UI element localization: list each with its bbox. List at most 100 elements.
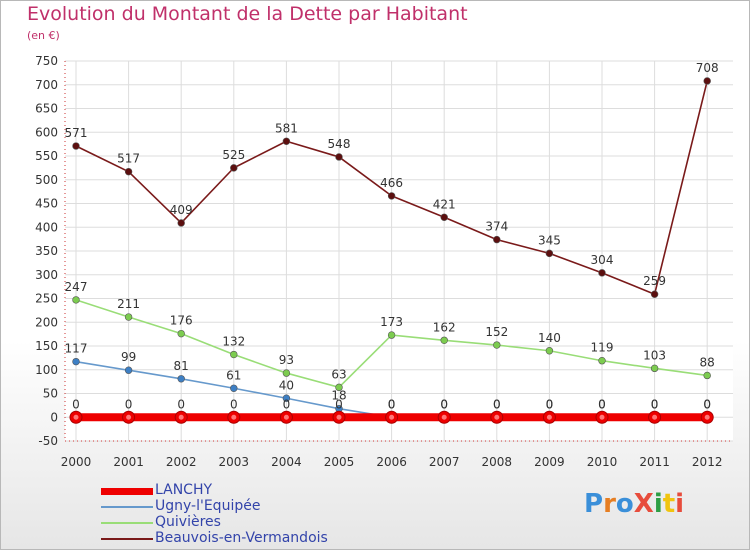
data-label: 571 [65, 126, 88, 140]
y-tick-label: 50 [43, 387, 58, 401]
data-point-highlight [599, 414, 605, 420]
data-point [72, 296, 80, 304]
proxiti-logo: ProXiti [584, 489, 684, 519]
legend-swatch [101, 538, 153, 540]
data-label: 0 [125, 397, 133, 411]
data-point [282, 394, 291, 402]
data-point-highlight [178, 414, 184, 420]
chart-subtitle: (en €) [27, 29, 60, 42]
data-label: 103 [643, 348, 666, 362]
data-label: 345 [538, 233, 561, 247]
data-label: 99 [121, 350, 136, 364]
data-label: 18 [331, 389, 346, 403]
data-point [703, 371, 711, 380]
data-point [545, 347, 554, 355]
y-tick-label: 750 [35, 54, 58, 68]
data-label: 0 [388, 397, 396, 411]
y-tick-label: 350 [35, 244, 58, 258]
data-point [177, 219, 185, 227]
data-label: 0 [388, 397, 396, 411]
data-point [230, 350, 238, 359]
x-tick-label: 2006 [376, 455, 407, 469]
data-point [545, 249, 554, 258]
data-point-highlight [494, 414, 500, 420]
data-point [124, 366, 133, 374]
data-point-highlight [389, 414, 395, 420]
chart-title: Evolution du Montant de la Dette par Hab… [27, 3, 468, 25]
logo-letter: X [633, 489, 654, 519]
data-point [493, 341, 501, 349]
y-tick-label: 200 [35, 315, 58, 329]
data-label: 140 [538, 331, 561, 345]
data-point [387, 192, 396, 200]
logo-letter: P [584, 489, 604, 519]
x-tick-label: 2001 [113, 455, 144, 469]
data-label: 0 [440, 397, 448, 411]
x-tick-label: 2007 [429, 455, 460, 469]
logo-letter: i [675, 489, 685, 519]
data-label: 525 [222, 148, 245, 162]
data-label: 517 [117, 152, 140, 166]
data-point-highlight [283, 414, 289, 420]
legend-swatch [101, 522, 153, 524]
x-tick-label: 2010 [587, 455, 618, 469]
data-point-highlight [441, 414, 447, 420]
legend-item: Beauvois-en-Vermandois [101, 530, 361, 547]
data-label: 0 [651, 397, 659, 411]
x-tick-label: 2012 [692, 455, 723, 469]
x-tick-label: 2008 [482, 455, 513, 469]
data-point [387, 331, 396, 339]
data-point [598, 269, 606, 277]
data-label: 40 [279, 378, 294, 392]
y-tick-label: 700 [35, 78, 58, 92]
data-label: 0 [598, 397, 606, 411]
data-point-highlight [704, 414, 710, 420]
data-label: 466 [380, 176, 403, 190]
y-tick-label: 0 [50, 410, 58, 424]
data-label: 211 [117, 297, 140, 311]
data-point [703, 77, 711, 85]
data-point [335, 383, 343, 392]
data-label: 117 [65, 342, 88, 356]
data-label: 93 [279, 353, 294, 367]
data-label: 304 [591, 253, 614, 267]
y-tick-label: 550 [35, 149, 58, 163]
legend-label: LANCHY [155, 482, 213, 498]
y-tick-label: -50 [38, 434, 58, 448]
data-point [650, 364, 659, 373]
logo-letter: i [653, 489, 663, 519]
data-label: 247 [65, 280, 88, 294]
data-label: 61 [226, 368, 241, 382]
data-point [230, 384, 238, 392]
data-label: 581 [275, 121, 298, 135]
data-label: 63 [331, 367, 346, 381]
y-tick-label: 450 [35, 197, 58, 211]
data-label: 374 [485, 220, 508, 234]
data-point [598, 357, 606, 365]
data-point [177, 329, 185, 338]
data-label: 708 [696, 61, 719, 75]
logo-letter: r [603, 489, 616, 519]
y-tick-label: 600 [35, 125, 58, 139]
data-point [72, 357, 80, 366]
y-tick-label: 500 [35, 173, 58, 187]
data-point [230, 164, 238, 172]
data-point-highlight [231, 414, 237, 420]
legend-label: Beauvois-en-Vermandois [155, 530, 328, 546]
data-point [282, 137, 291, 145]
data-label: 0 [703, 397, 711, 411]
legend-swatch [101, 506, 153, 508]
data-label: 0 [703, 397, 711, 411]
data-label: 173 [380, 315, 403, 329]
data-label: 176 [170, 314, 193, 328]
data-point [650, 290, 659, 298]
data-label: 0 [651, 397, 659, 411]
data-label: 259 [643, 274, 666, 288]
x-tick-label: 2004 [271, 455, 302, 469]
y-tick-label: 400 [35, 220, 58, 234]
x-tick-label: 2009 [534, 455, 565, 469]
x-tick-label: 2003 [219, 455, 250, 469]
data-point [124, 167, 133, 176]
data-label: 421 [433, 197, 456, 211]
legend-label: Ugny-l'Equipée [155, 498, 261, 514]
